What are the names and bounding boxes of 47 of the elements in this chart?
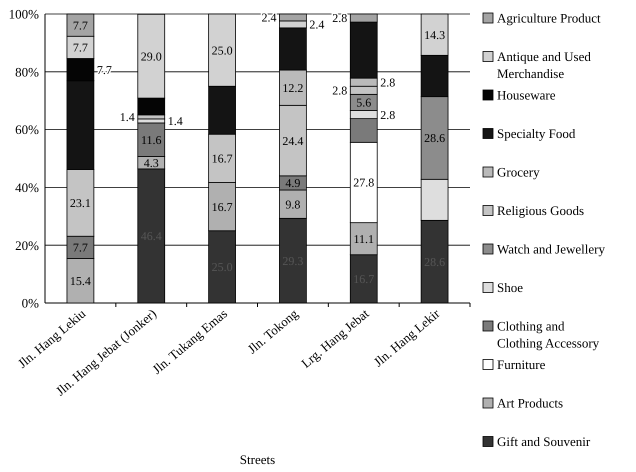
legend-label: Clothing and Clothing Accessory xyxy=(497,318,600,351)
data-label: 15.4 xyxy=(70,274,91,288)
data-label: 2.4 xyxy=(261,10,276,25)
y-tick-label: 40% xyxy=(15,180,40,195)
data-label: 2.8 xyxy=(332,83,348,98)
y-tick-label: 80% xyxy=(15,64,40,80)
data-label: 7.7 xyxy=(72,18,88,32)
legend-label: Shoe xyxy=(497,280,524,296)
y-tick-label: 100% xyxy=(8,6,40,22)
legend-label: Art Products xyxy=(497,396,564,411)
data-label: 23.1 xyxy=(70,196,91,210)
legend-label: Furniture xyxy=(497,357,546,372)
legend-label: Religious Goods xyxy=(497,203,584,218)
data-label: 2.8 xyxy=(332,11,348,26)
data-label: 2.8 xyxy=(380,108,396,122)
data-label: 2.8 xyxy=(380,75,396,90)
data-label: 1.4 xyxy=(120,110,135,124)
legend-label: Watch and Jewellery xyxy=(497,242,606,257)
data-label: 16.7 xyxy=(212,152,233,166)
legend-label: Houseware xyxy=(497,88,556,103)
data-label: 2.4 xyxy=(309,18,324,32)
legend-label: Grocery xyxy=(497,164,540,180)
legend-label: Gift and Souvenir xyxy=(497,434,591,450)
legend-label: Agriculture Product xyxy=(497,10,601,26)
data-label: 28.6 xyxy=(424,131,446,146)
data-label: 16.7 xyxy=(212,200,233,214)
y-tick-label: 20% xyxy=(15,238,40,253)
data-label: 4.9 xyxy=(285,176,300,190)
data-label: 29.0 xyxy=(140,49,162,64)
data-label: 14.3 xyxy=(424,28,446,42)
y-tick-label: 60% xyxy=(15,122,40,138)
data-label: 24.4 xyxy=(282,134,304,148)
legend-label: Specialty Food xyxy=(497,126,576,142)
data-label: 7.7 xyxy=(72,240,88,255)
data-label: 27.8 xyxy=(353,176,374,190)
data-label: 25.0 xyxy=(212,43,233,58)
x-axis-title: Streets xyxy=(240,452,276,467)
data-label: 12.2 xyxy=(282,80,304,95)
data-label: 7.7 xyxy=(72,40,88,55)
data-label: 9.8 xyxy=(285,197,300,212)
data-label: 11.1 xyxy=(353,232,374,246)
data-label: 4.3 xyxy=(144,156,159,170)
y-tick-label: 0% xyxy=(22,296,40,311)
legend-label: Antique and Used Merchandise xyxy=(497,49,592,82)
data-label: 5.6 xyxy=(356,96,372,110)
data-label: 1.4 xyxy=(168,114,183,128)
data-label: 11.6 xyxy=(140,132,162,147)
